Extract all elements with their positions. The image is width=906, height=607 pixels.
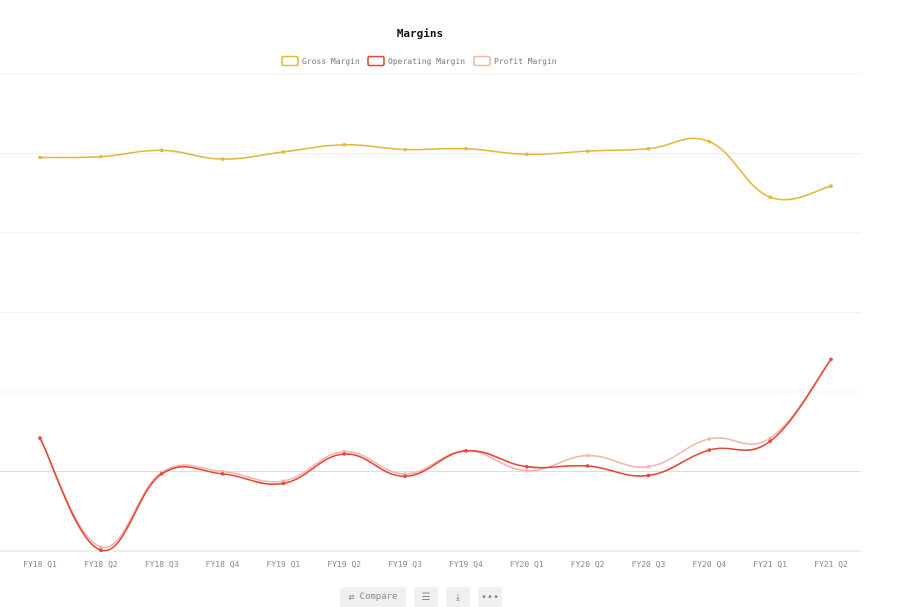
data-point[interactable] <box>159 472 164 476</box>
series-operating-margin <box>38 357 833 553</box>
more-icon: ••• <box>480 591 500 603</box>
x-axis-ticks: FY18 Q1 FY18 Q2 FY18 Q3 FY18 Q4 FY19 Q1 FY19 … <box>23 560 848 569</box>
legend-swatch <box>281 55 299 67</box>
series-profit-margin <box>38 357 833 549</box>
data-point[interactable] <box>585 453 590 458</box>
data-point[interactable] <box>99 545 103 549</box>
data-point[interactable] <box>768 439 772 444</box>
x-tick-label: FY20 Q3 <box>632 560 666 569</box>
data-point[interactable] <box>38 155 42 160</box>
compare-label: Compare <box>359 592 398 602</box>
margins-chart: Margins Gross Margin Operating Margin Prof… <box>0 27 861 569</box>
x-tick-label: FY21 Q2 <box>814 560 848 569</box>
data-point[interactable] <box>829 184 833 188</box>
x-tick-label: FY19 Q4 <box>449 560 483 569</box>
legend-item[interactable]: Gross Margin <box>281 55 360 67</box>
legend-swatch <box>367 55 385 67</box>
x-tick-label: FY19 Q2 <box>327 560 361 569</box>
legend-label: Gross Margin <box>302 57 360 66</box>
x-tick-label: FY18 Q2 <box>84 560 118 569</box>
list-icon: ☰ <box>421 591 431 603</box>
list-button[interactable]: ☰ <box>414 587 438 607</box>
data-point[interactable] <box>646 464 651 469</box>
data-point[interactable] <box>464 146 468 151</box>
x-tick-label: FY20 Q2 <box>571 560 605 569</box>
data-point[interactable] <box>707 139 712 144</box>
legend-item[interactable]: Operating Margin <box>367 55 465 67</box>
data-point[interactable] <box>524 468 529 473</box>
data-point[interactable] <box>768 195 772 200</box>
legend-label: Profit Margin <box>494 57 557 66</box>
x-tick-label: FY19 Q3 <box>388 560 422 569</box>
download-button[interactable]: ⤓ <box>446 587 470 607</box>
legend-label: Operating Margin <box>388 57 465 66</box>
data-point[interactable] <box>464 449 468 453</box>
data-point[interactable] <box>99 154 103 159</box>
data-point[interactable] <box>646 146 651 151</box>
data-point[interactable] <box>281 150 286 154</box>
data-point[interactable] <box>585 464 590 468</box>
data-point[interactable] <box>342 452 347 456</box>
series-gross-margin <box>38 137 833 201</box>
x-tick-label: FY19 Q1 <box>267 560 301 569</box>
series-line <box>39 358 832 552</box>
x-tick-label: FY20 Q1 <box>510 560 544 569</box>
x-tick-label: FY21 Q1 <box>753 560 787 569</box>
data-point[interactable] <box>342 142 347 147</box>
chart-legend[interactable]: Gross Margin Operating Margin Profit Margi… <box>281 55 557 67</box>
series-line <box>39 358 832 549</box>
more-button[interactable]: ••• <box>478 587 502 607</box>
x-tick-label: FY18 Q3 <box>145 560 179 569</box>
x-tick-label: FY18 Q4 <box>206 560 240 569</box>
legend-item[interactable]: Profit Margin <box>473 55 557 67</box>
series-line <box>39 137 832 201</box>
data-point[interactable] <box>403 147 407 152</box>
chart-toolbar: ⇄ Compare ☰ ⤓ ••• <box>340 587 502 607</box>
data-point[interactable] <box>829 357 833 362</box>
data-point[interactable] <box>646 473 651 478</box>
data-point[interactable] <box>403 474 407 479</box>
data-point[interactable] <box>159 148 164 153</box>
chart-title: Margins <box>397 27 443 40</box>
data-point[interactable] <box>220 157 225 161</box>
data-point[interactable] <box>707 437 712 441</box>
legend-swatch <box>473 55 491 67</box>
data-point[interactable] <box>220 472 225 476</box>
data-point[interactable] <box>99 548 103 553</box>
data-point[interactable] <box>524 152 529 157</box>
data-point[interactable] <box>38 436 42 440</box>
chart-series <box>38 137 833 553</box>
x-tick-label: FY20 Q4 <box>692 560 726 569</box>
data-point[interactable] <box>585 149 590 153</box>
data-point[interactable] <box>281 481 286 486</box>
data-point[interactable] <box>768 436 772 440</box>
chart-grid <box>0 73 861 552</box>
x-tick-label: FY18 Q1 <box>23 560 57 569</box>
data-point[interactable] <box>524 464 529 469</box>
data-point[interactable] <box>707 448 712 452</box>
download-icon: ⤓ <box>455 591 461 603</box>
compare-button[interactable]: ⇄ Compare <box>340 587 406 607</box>
compare-icon: ⇄ <box>348 591 355 603</box>
